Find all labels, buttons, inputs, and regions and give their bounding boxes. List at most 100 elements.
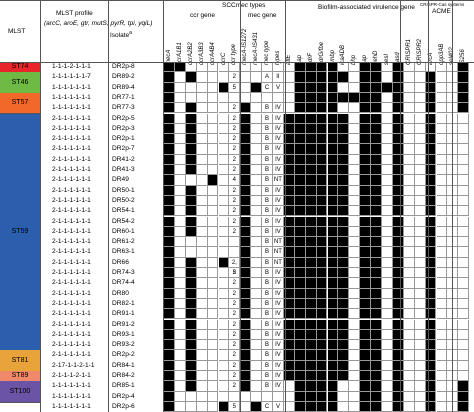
gene-presence-cell <box>207 144 219 155</box>
gene-presence-cell <box>436 350 448 361</box>
gene-presence-cell <box>436 237 448 248</box>
gene-presence-cell <box>436 62 448 73</box>
gene-presence-cell <box>240 391 252 402</box>
gene-presence-cell <box>403 298 415 310</box>
gene-presence-cell <box>360 92 372 104</box>
gene-presence-cell <box>196 92 208 104</box>
gene-presence-cell <box>174 391 186 402</box>
gene-presence-cell <box>338 195 350 207</box>
gene-presence-cell <box>338 298 350 310</box>
gene-presence-cell <box>207 340 219 351</box>
gene-presence-cell <box>425 340 437 351</box>
gene-presence-cell <box>240 350 252 361</box>
mec-cell: B <box>262 165 273 176</box>
ccr-cell: 5 <box>229 82 241 93</box>
types-cell: IV <box>273 144 284 155</box>
gene-presence-cell <box>251 288 263 299</box>
gene-presence-cell <box>338 288 350 299</box>
mlst-group-label: ST57 <box>11 99 29 107</box>
gene-presence-cell <box>436 298 448 310</box>
gene-presence-cell <box>338 82 350 93</box>
gene-presence-cell <box>251 340 263 351</box>
gene-presence-cell <box>294 350 306 361</box>
gene-presence-cell <box>403 206 415 217</box>
isolate-id: DR91-2 <box>112 320 135 328</box>
gene-presence-cell <box>218 134 230 145</box>
gene-presence-cell <box>382 257 393 268</box>
isolate-id: DR49 <box>112 176 129 184</box>
gene-presence-cell <box>185 103 197 114</box>
gene-presence-cell <box>338 371 350 382</box>
gene-presence-cell <box>338 278 350 289</box>
gene-presence-cell <box>403 309 415 320</box>
gene-presence-cell <box>207 329 219 341</box>
gene-presence-cell <box>338 350 350 361</box>
gene-presence-cell <box>218 381 230 392</box>
gene-presence-cell <box>251 216 263 227</box>
gene-presence-cell <box>196 144 208 155</box>
gene-presence-cell <box>382 329 393 341</box>
gene-presence-cell <box>240 381 252 392</box>
gene-presence-cell <box>327 309 339 320</box>
isolate-id: DR60-1 <box>112 227 135 235</box>
gene-presence-cell <box>425 309 437 320</box>
mlst-profile: 2-1-1-1-1-1-1 <box>52 176 91 184</box>
gene-presence-cell <box>316 247 328 258</box>
gene-presence-cell <box>338 391 350 402</box>
gene-presence-cell <box>305 309 317 320</box>
gene-presence-cell <box>338 329 350 341</box>
gene-presence-cell <box>458 134 470 145</box>
gene-presence-cell <box>414 134 426 145</box>
isolate-id: DR50-1 <box>112 186 135 194</box>
gene-presence-cell <box>251 154 263 165</box>
gene-presence-cell <box>327 288 339 299</box>
gene-presence-cell <box>196 113 208 124</box>
gene-presence-cell <box>392 257 404 268</box>
gene-presence-cell <box>392 123 404 135</box>
gene-presence-cell <box>382 206 393 217</box>
gene-presence-cell <box>414 216 426 227</box>
gene-presence-cell <box>174 92 186 104</box>
gene-presence-cell <box>349 206 361 217</box>
gene-presence-cell <box>436 278 448 289</box>
gene-presence-cell <box>338 340 350 351</box>
gene-presence-cell <box>196 247 208 258</box>
gene-presence-cell <box>425 154 437 165</box>
gene-presence-cell <box>240 144 252 155</box>
gene-presence-cell <box>403 319 415 330</box>
gene-presence-cell <box>458 257 470 268</box>
gene-presence-cell <box>174 144 186 155</box>
gene-presence-cell <box>382 247 393 258</box>
gene-presence-cell <box>305 113 317 124</box>
gene-presence-cell <box>425 195 437 207</box>
gene-presence-cell <box>382 216 393 227</box>
gene-presence-cell <box>360 340 372 351</box>
gene-presence-cell <box>436 82 448 93</box>
gene-presence-cell <box>251 268 263 279</box>
gene-presence-cell <box>305 134 317 145</box>
gene-presence-cell <box>371 144 382 155</box>
gene-presence-cell <box>251 401 263 412</box>
gene-presence-cell <box>349 134 361 145</box>
gene-presence-cell <box>240 226 252 238</box>
ccr-cell: 2 <box>229 123 241 135</box>
gene-presence-cell <box>196 206 208 217</box>
ccr-cell: 4 <box>229 175 241 186</box>
gene-presence-cell <box>283 350 295 361</box>
mec-cell: B <box>262 319 273 330</box>
gene-presence-cell <box>436 154 448 165</box>
gene-presence-cell <box>436 381 448 392</box>
mlst-profile: 1-1-1-2-1-1-1 <box>52 63 91 70</box>
isolate-id: DR2p-6 <box>112 402 135 410</box>
mec-cell: B <box>262 195 273 207</box>
ccr-cell: 2 <box>229 329 241 341</box>
gene-presence-cell <box>425 247 437 258</box>
gene-presence-cell <box>458 123 470 135</box>
gene-presence-cell <box>327 350 339 361</box>
mec-cell: C <box>262 401 273 412</box>
gene-presence-cell <box>458 92 470 104</box>
gene-presence-cell <box>371 319 382 330</box>
gene-presence-cell <box>164 350 175 361</box>
gene-presence-cell <box>316 113 328 124</box>
gene-presence-cell <box>425 371 437 382</box>
